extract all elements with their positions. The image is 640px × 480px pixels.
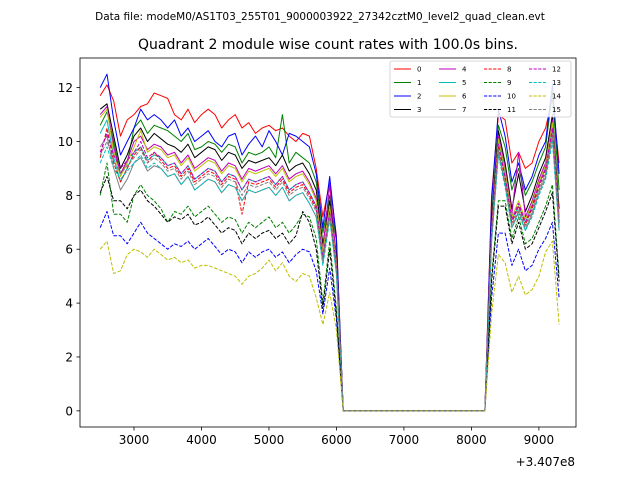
series-line-10 bbox=[99, 211, 560, 412]
y-tick-label: 4 bbox=[65, 297, 73, 311]
series-group bbox=[99, 73, 560, 412]
x-tick-label: 5000 bbox=[254, 433, 285, 447]
legend-box bbox=[389, 60, 572, 118]
legend-label-9: 9 bbox=[507, 79, 511, 87]
legend-label-11: 11 bbox=[507, 106, 516, 114]
x-tick-label: 3000 bbox=[119, 433, 150, 447]
legend-label-0: 0 bbox=[417, 66, 421, 74]
legend-label-12: 12 bbox=[552, 66, 561, 74]
legend-label-5: 5 bbox=[462, 79, 466, 87]
series-line-13 bbox=[99, 141, 560, 412]
legend-label-6: 6 bbox=[462, 93, 467, 101]
figure-suptitle: Data file: modeM0/AS1T03_255T01_90000039… bbox=[95, 11, 545, 23]
x-tick-label: 8000 bbox=[456, 433, 487, 447]
y-tick-label: 8 bbox=[65, 189, 73, 203]
legend-label-10: 10 bbox=[507, 93, 516, 101]
series-line-14 bbox=[99, 240, 560, 412]
x-tick-label: 9000 bbox=[524, 433, 555, 447]
legend-label-13: 13 bbox=[552, 79, 561, 87]
legend-label-4: 4 bbox=[462, 66, 467, 74]
y-tick-label: 10 bbox=[58, 135, 73, 149]
legend-label-14: 14 bbox=[552, 93, 561, 101]
x-axis-offset-label: +3.407e8 bbox=[516, 455, 575, 469]
y-tick-label: 6 bbox=[65, 243, 73, 257]
legend-label-8: 8 bbox=[507, 66, 511, 74]
legend-label-7: 7 bbox=[462, 106, 466, 114]
y-tick-label: 2 bbox=[65, 350, 73, 364]
legend-label-3: 3 bbox=[417, 106, 421, 114]
legend-label-1: 1 bbox=[417, 79, 421, 87]
y-tick-label: 0 bbox=[65, 404, 73, 418]
series-line-15 bbox=[99, 132, 560, 412]
legend-label-15: 15 bbox=[552, 106, 561, 114]
x-tick-label: 4000 bbox=[186, 433, 217, 447]
axes-frame bbox=[79, 57, 577, 428]
legend-label-2: 2 bbox=[417, 93, 421, 101]
x-tick-label: 7000 bbox=[389, 433, 420, 447]
x-tick-label: 6000 bbox=[321, 433, 352, 447]
chart-title: Quadrant 2 module wise count rates with … bbox=[138, 37, 518, 53]
y-tick-label: 12 bbox=[58, 81, 73, 95]
plot-area: 3000 4000 5000 6000 7000 8000 9000024681012012… bbox=[58, 57, 577, 447]
